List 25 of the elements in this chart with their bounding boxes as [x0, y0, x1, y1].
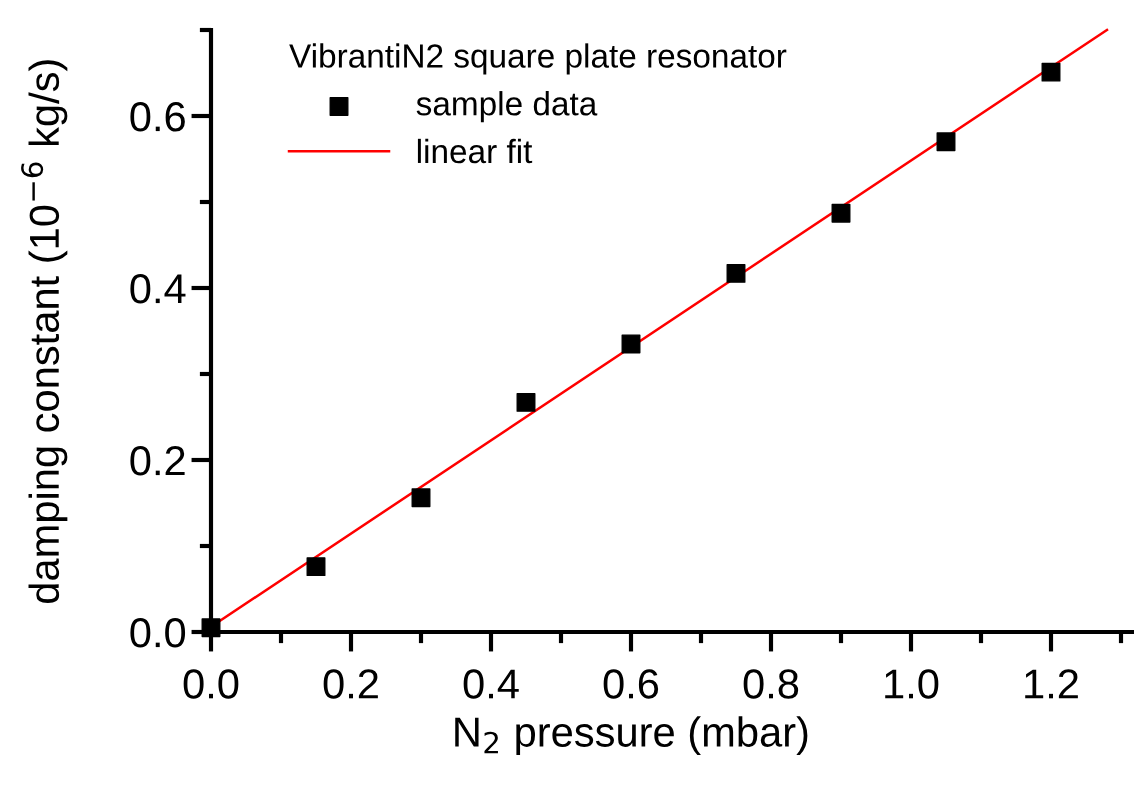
x-tick-label: 1.0	[885, 669, 939, 699]
point	[936, 132, 956, 152]
x-tick-label: 0.8	[743, 669, 799, 699]
y-tick-label: 0.4	[130, 274, 186, 304]
legend-label: sample data	[416, 91, 598, 123]
x-tick-label: 0.6	[603, 669, 659, 699]
x-tick-label: 0.4	[463, 669, 519, 699]
point	[726, 263, 746, 283]
point	[306, 557, 326, 577]
point	[411, 488, 431, 508]
y-tick-label: 0.6	[130, 102, 185, 132]
x-axis-title: N$_{2}$ pressure (mbar)	[455, 716, 808, 756]
y-axis-title: damping constant (10$^{−6}$ kg/s)	[21, 60, 68, 603]
y-tick-label: 0.0	[130, 618, 186, 648]
point	[516, 392, 536, 412]
y-tick-label: 0.2	[130, 446, 185, 476]
point	[1041, 62, 1061, 82]
x-tick-label: 1.2	[1025, 669, 1078, 699]
point	[831, 203, 851, 223]
x-tick-label: 0.2	[323, 669, 378, 699]
x-tick-label: 0.0	[183, 669, 239, 699]
point	[201, 618, 221, 638]
point	[621, 334, 641, 354]
legend-label: linear fit	[417, 138, 533, 164]
legend-title: VibrantiN2 square plate resonator	[289, 43, 787, 75]
